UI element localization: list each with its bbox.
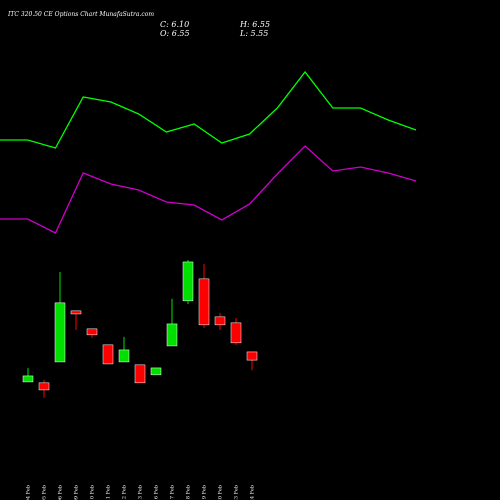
candle-body (214, 316, 226, 326)
x-tick-label: 09 Feb (74, 485, 80, 500)
x-tick-label: 06 Feb (58, 485, 64, 500)
candle-body (54, 302, 66, 363)
x-tick-label: 12 Feb (122, 485, 128, 500)
candle-body (166, 323, 178, 347)
candle-body (70, 310, 82, 315)
x-tick-label: 20 Feb (218, 485, 224, 500)
candle-body (246, 351, 258, 361)
x-tick-label: 18 Feb (186, 485, 192, 500)
candle-body (118, 349, 130, 363)
x-tick-label: 17 Feb (170, 485, 176, 500)
x-tick-label: 11 Feb (106, 485, 112, 500)
x-tick-label: 10 Feb (90, 485, 96, 500)
candle-body (134, 364, 146, 384)
x-tick-label: 04 Feb (26, 485, 32, 500)
candle-body (38, 382, 50, 391)
candle-body (86, 328, 98, 336)
x-tick-label: 23 Feb (234, 485, 240, 500)
indicator-line (0, 70, 417, 149)
candle-body (150, 367, 162, 376)
x-tick-label: 13 Feb (138, 485, 144, 500)
readout: C: 6.10 (160, 20, 189, 29)
readout: O: 6.55 (160, 29, 190, 38)
candle-body (22, 375, 34, 383)
x-tick-label: 19 Feb (202, 485, 208, 500)
candle-body (182, 261, 194, 302)
chart-title: ITC 320.50 CE Options Chart MunafaSutra.… (7, 11, 154, 18)
x-tick-label: 24 Feb (250, 485, 256, 500)
candle-body (198, 278, 210, 326)
readout: L: 5.55 (239, 29, 268, 38)
indicator-line (0, 145, 417, 234)
candle-body (102, 344, 114, 365)
readout: H: 6.55 (239, 20, 270, 29)
x-tick-label: 16 Feb (154, 485, 160, 500)
x-tick-label: 05 Feb (42, 485, 48, 500)
candle-body (230, 322, 242, 344)
